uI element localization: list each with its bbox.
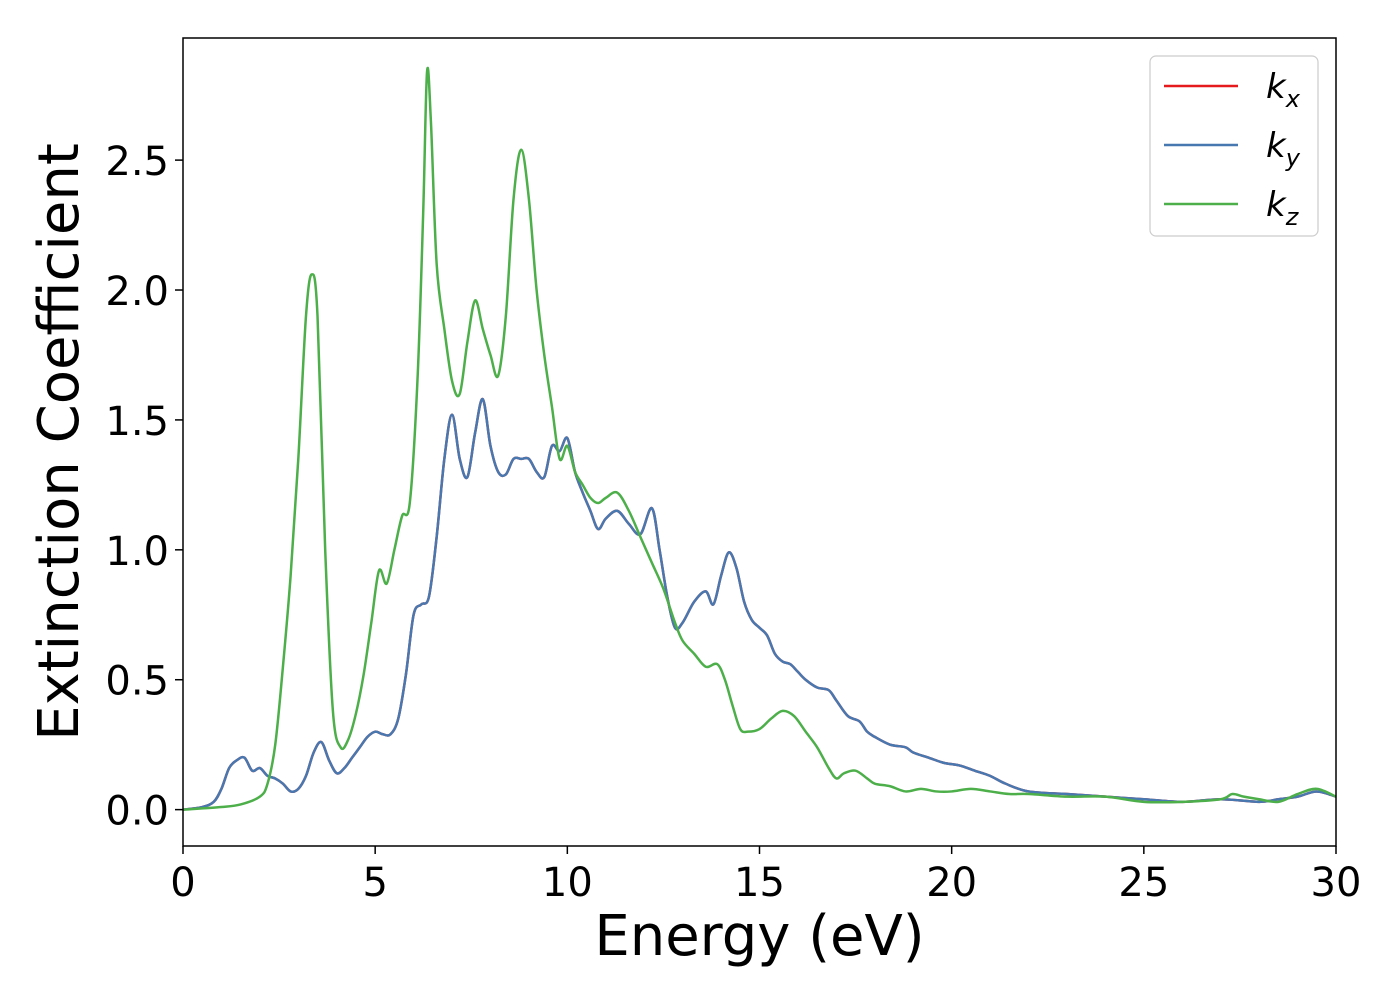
series-line-y — [183, 397, 1336, 811]
x-axis-label: Energy (eV) — [594, 904, 924, 969]
x-tick-label: 5 — [362, 860, 387, 906]
series-line-x — [183, 397, 1336, 811]
legend-label-z: kz — [1266, 185, 1300, 231]
y-tick-label: 1.5 — [105, 399, 169, 445]
y-tick-label: 0.5 — [105, 659, 169, 705]
y-axis-label: Extinction Coefficient — [27, 143, 92, 741]
x-tick-label: 0 — [170, 860, 195, 906]
legend: kx ky kz — [1149, 55, 1319, 237]
legend-label-x: kx — [1266, 67, 1301, 113]
y-tick-label: 2.5 — [105, 139, 169, 185]
x-tick-label: 30 — [1311, 860, 1362, 906]
series-line-z — [183, 66, 1336, 811]
y-tick-label: 1.0 — [105, 529, 169, 575]
x-tick-label: 15 — [734, 860, 785, 906]
x-tick-label: 25 — [1118, 860, 1169, 906]
legend-label-y: ky — [1266, 126, 1301, 172]
y-tick-label: 0.0 — [105, 789, 169, 835]
x-tick-label: 20 — [926, 860, 977, 906]
x-axis-ticks: 0 5 10 15 20 25 30 — [170, 846, 1361, 906]
x-tick-label: 10 — [542, 860, 593, 906]
series-layer — [183, 66, 1336, 811]
y-axis-ticks: 0.0 0.5 1.0 1.5 2.0 2.5 — [105, 139, 183, 835]
y-tick-label: 2.0 — [105, 269, 169, 315]
